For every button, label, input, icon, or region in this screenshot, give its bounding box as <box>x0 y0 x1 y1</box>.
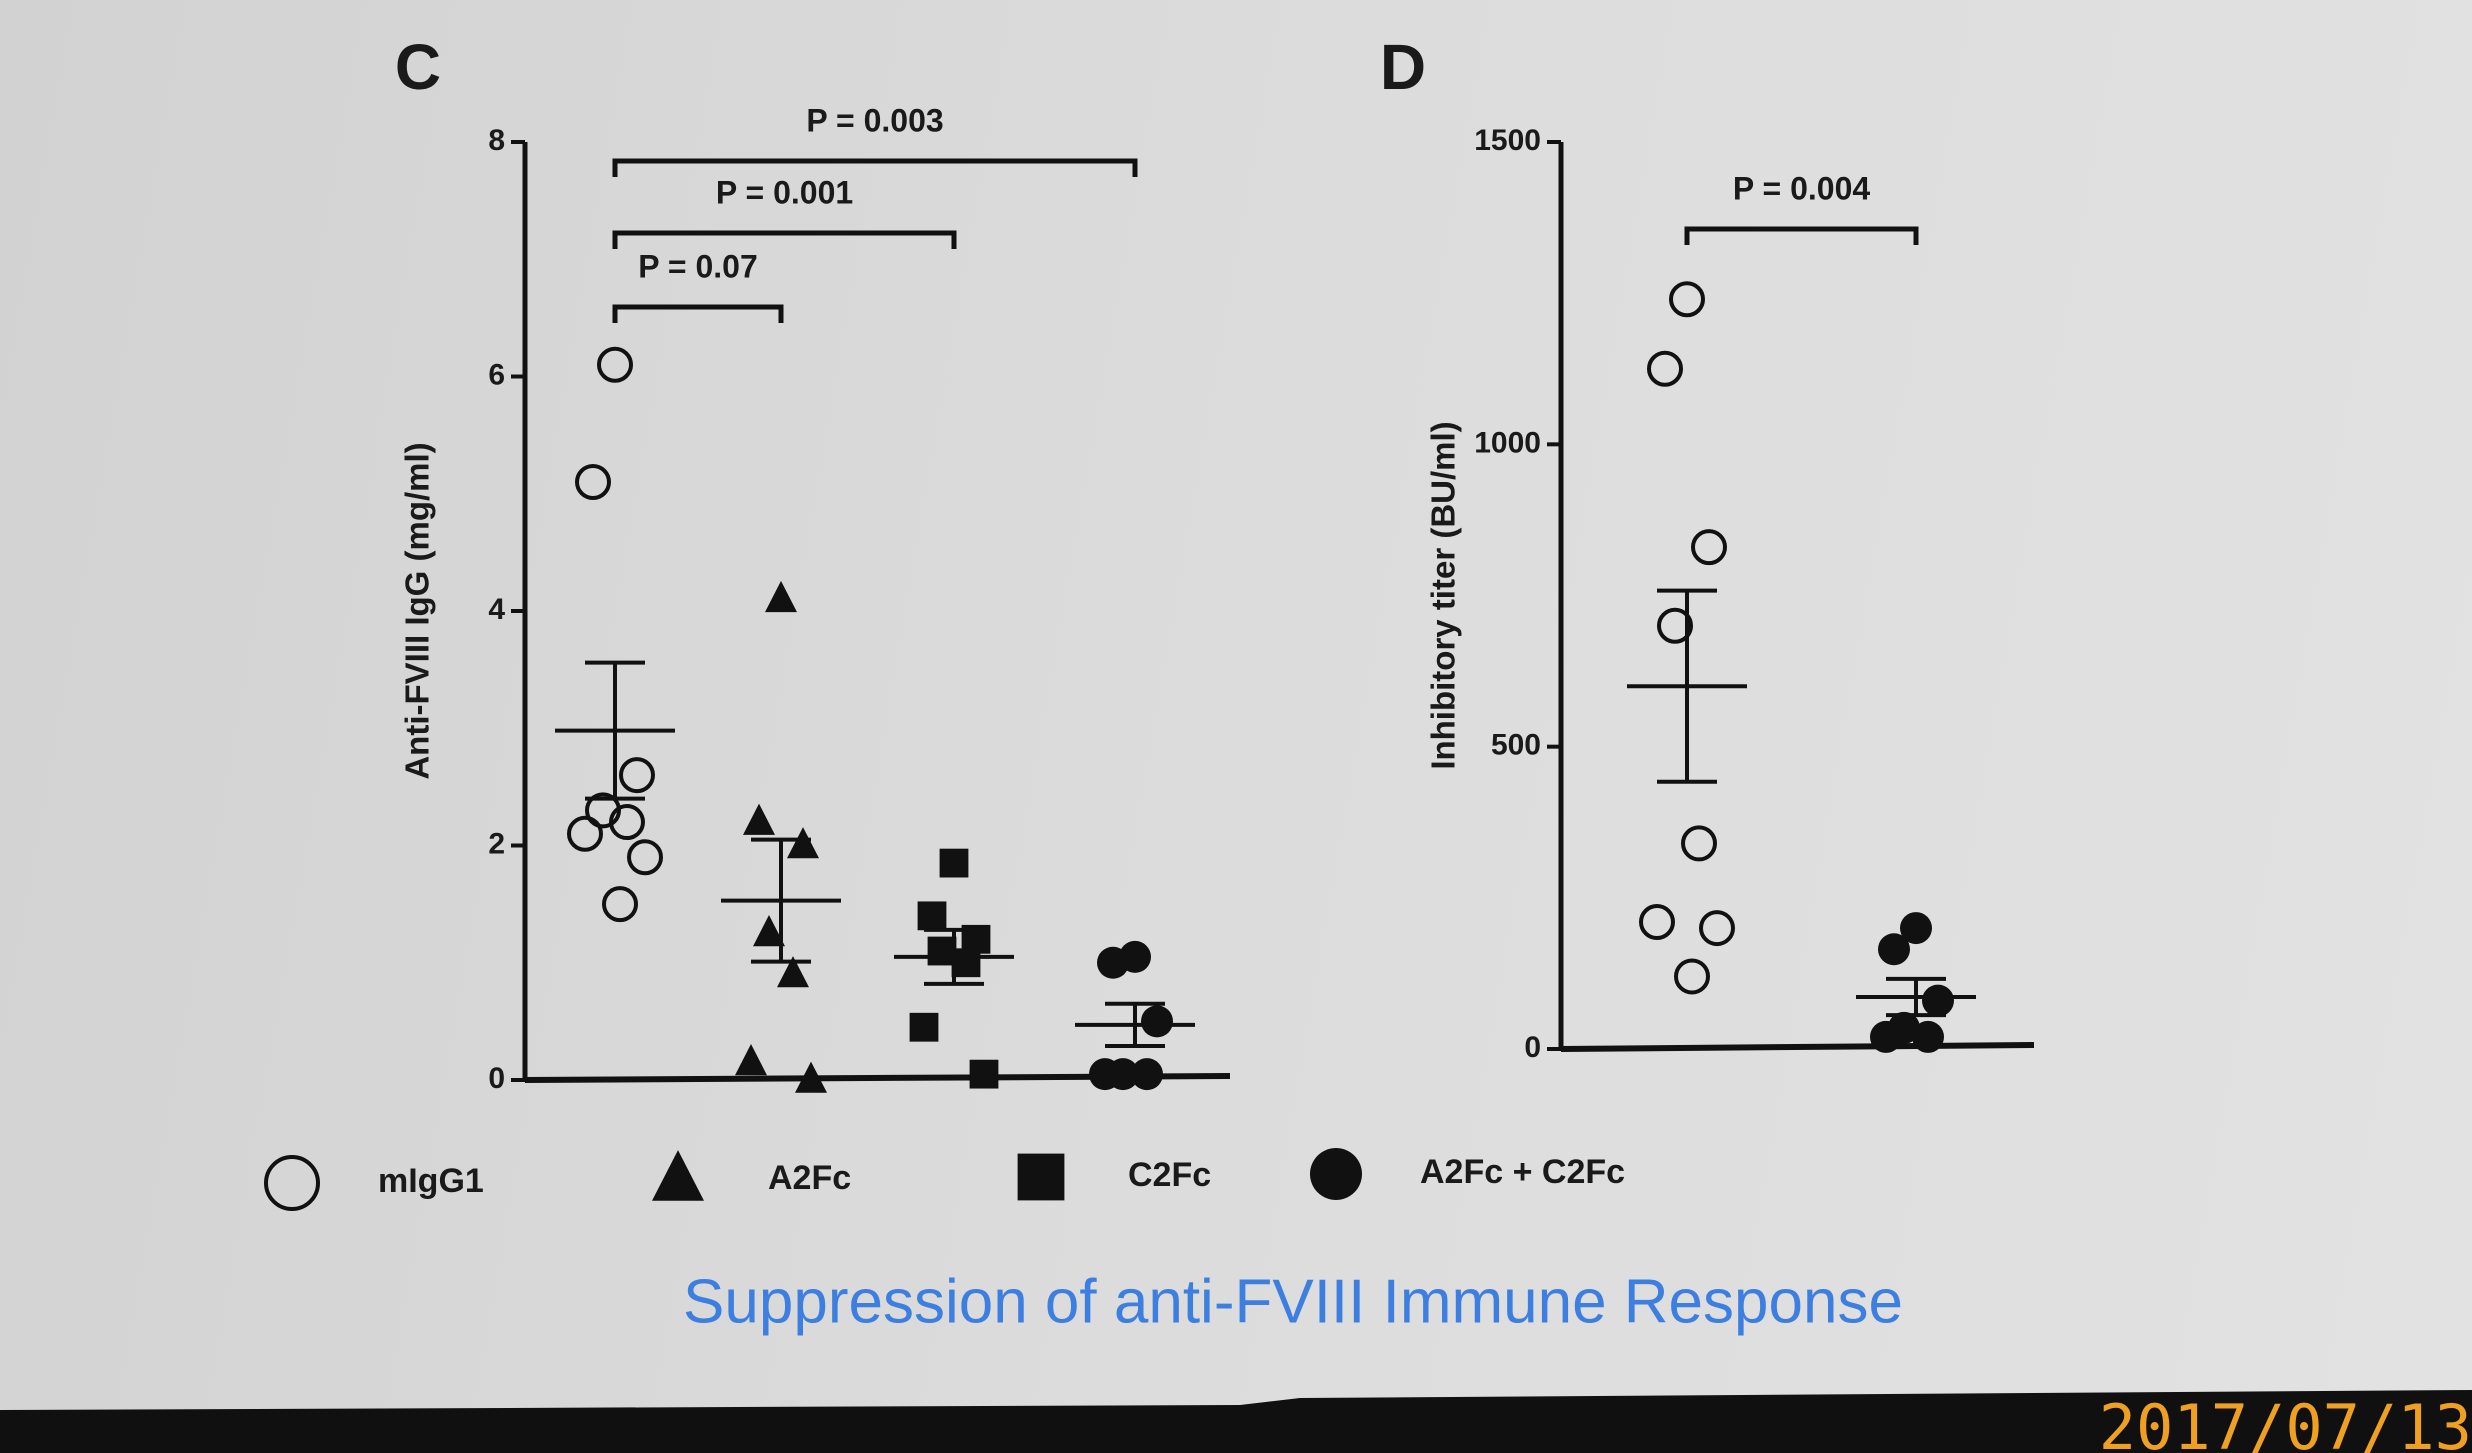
square-marker <box>939 848 969 878</box>
open-circle-marker <box>609 804 645 841</box>
legend-label: A2Fc + C2Fc <box>1420 1153 1625 1191</box>
timestamp: 2017/07/13 <box>2099 1391 2472 1453</box>
triangle-marker <box>787 827 819 859</box>
p-value: P = 0.07 <box>638 248 758 284</box>
panel-label: C <box>395 31 441 103</box>
open-circle-marker <box>1681 825 1717 862</box>
open-circle-marker <box>1691 529 1727 566</box>
y-tick-label: 2 <box>488 827 505 860</box>
significance-bracket <box>1684 226 1919 245</box>
open-circle-marker <box>1669 281 1705 318</box>
square-marker <box>951 948 981 978</box>
open-circle-marker <box>567 815 603 852</box>
open-circle-marker <box>1699 910 1735 947</box>
bottom-strip <box>0 1390 2472 1453</box>
y-tick-label: 1500 <box>1474 124 1541 157</box>
y-tick-label: 500 <box>1491 729 1541 762</box>
square-marker <box>909 1012 939 1042</box>
open-circle-marker <box>597 346 633 383</box>
significance-bracket <box>612 304 784 323</box>
y-tick-label: 0 <box>488 1062 505 1095</box>
filled-circle-marker <box>1922 984 1954 1017</box>
p-value: P = 0.003 <box>806 102 943 138</box>
open-circle-marker <box>1639 904 1675 941</box>
legend-label: mIgG1 <box>378 1162 484 1200</box>
y-axis-label: Anti-FVIII IgG (mg/ml) <box>399 442 436 779</box>
y-tick-label: 0 <box>1524 1031 1541 1064</box>
y-tick-label: 4 <box>488 593 505 626</box>
open-circle-marker <box>1674 958 1710 995</box>
square-marker <box>969 1059 999 1089</box>
open-circle-marker <box>1647 350 1683 387</box>
legend-marker <box>1310 1148 1362 1200</box>
triangle-marker <box>765 580 797 613</box>
triangle-marker <box>753 915 785 947</box>
triangle-marker <box>735 1044 767 1076</box>
legend-marker <box>652 1150 704 1201</box>
square-marker <box>917 901 947 931</box>
triangle-marker <box>777 956 809 988</box>
x-axis <box>1560 1042 2035 1052</box>
filled-circle-marker <box>1870 1020 1902 1053</box>
filled-circle-marker <box>1900 912 1932 945</box>
triangle-marker <box>795 1061 827 1093</box>
y-tick-label: 6 <box>488 358 505 391</box>
filled-circle-marker <box>1141 1005 1173 1038</box>
filled-circle-marker <box>1878 933 1910 966</box>
open-circle-marker <box>619 757 655 794</box>
open-circle-marker <box>575 464 611 501</box>
triangle-marker <box>743 803 775 835</box>
p-value: P = 0.001 <box>716 174 853 210</box>
legend-marker <box>1017 1153 1065 1201</box>
significance-bracket <box>612 158 1138 177</box>
significance-bracket <box>612 230 957 249</box>
legend-marker <box>264 1155 320 1211</box>
y-axis-label: Inhibitory titer (BU/ml) <box>1425 421 1462 769</box>
filled-circle-marker <box>1912 1020 1944 1053</box>
slide-title: Suppression of anti-FVIII Immune Respons… <box>683 1267 1903 1336</box>
open-circle-marker <box>1657 607 1693 644</box>
y-tick-label: 8 <box>488 124 505 157</box>
y-tick-label: 1000 <box>1474 426 1541 459</box>
open-circle-marker <box>602 886 638 923</box>
p-value: P = 0.004 <box>1733 170 1871 206</box>
open-circle-marker <box>627 839 663 876</box>
legend-label: C2Fc <box>1128 1156 1211 1194</box>
panel-label: D <box>1380 31 1426 103</box>
filled-circle-marker <box>1131 1058 1163 1091</box>
filled-circle-marker <box>1097 946 1129 979</box>
legend-label: A2Fc <box>768 1159 851 1197</box>
filled-circle-marker <box>1089 1058 1121 1091</box>
